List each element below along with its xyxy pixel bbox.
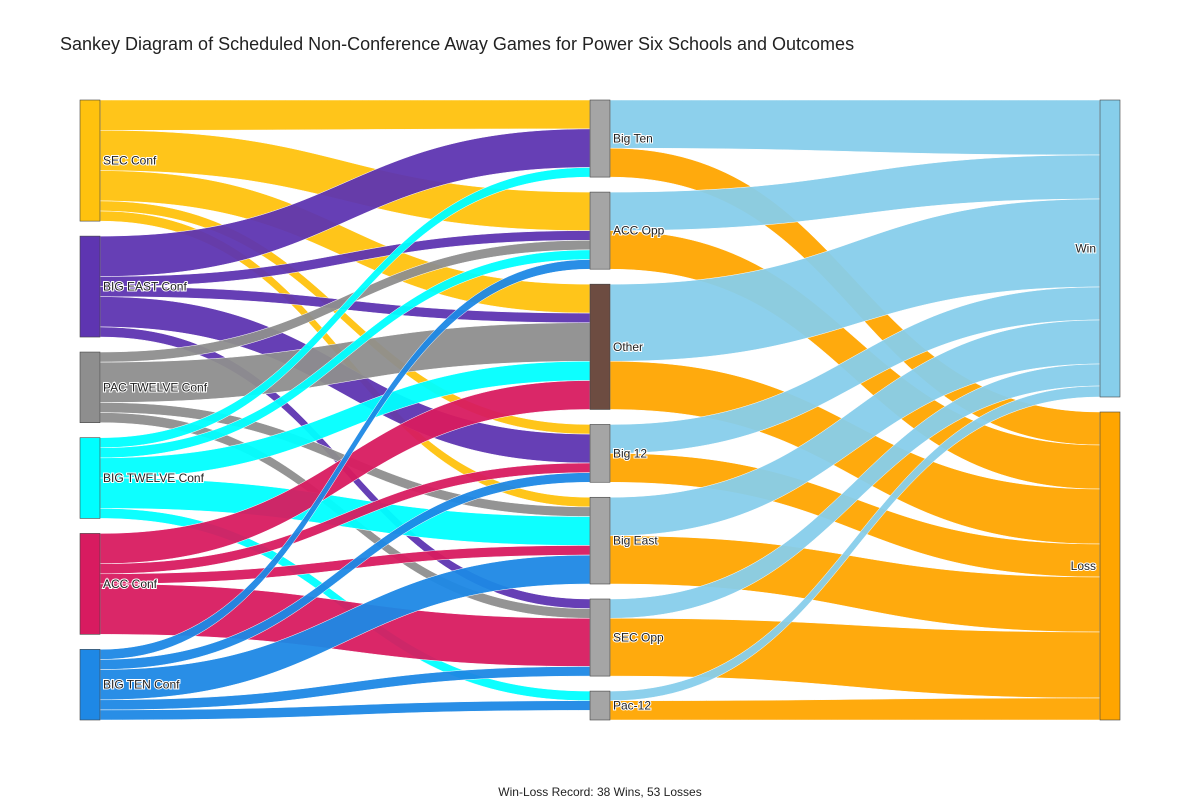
node-label-bigeastopp: Big East (613, 534, 658, 548)
node-label-secopp: SEC Opp (613, 631, 664, 645)
node-label-big12: Big 12 (613, 446, 647, 460)
flow-sec-to-bigten (99, 99, 591, 131)
node-label-bigeast: BIG EAST Conf (103, 280, 187, 294)
win-loss-footer: Win-Loss Record: 38 Wins, 53 Losses (498, 785, 702, 799)
labels-layer: SEC Conf BIG EAST Conf PAC TWELVE Conf BIG … (102, 131, 1097, 714)
nodes-layer (79, 99, 1121, 721)
node-loss (1099, 411, 1121, 721)
node-label-bigten: Big Ten (613, 132, 653, 146)
node-label-big10c: BIG TEN Conf (103, 678, 180, 692)
links-layer (99, 99, 1101, 721)
node-label-win: Win (1075, 242, 1096, 256)
node-win (1099, 99, 1121, 398)
node-bigten (589, 99, 611, 178)
node-pac (79, 351, 101, 423)
node-label-pac12: Pac-12 (613, 699, 651, 713)
node-acc (79, 533, 101, 635)
node-big12 (589, 424, 611, 483)
node-label-pac: PAC TWELVE Conf (103, 380, 208, 394)
node-big10c (79, 649, 101, 721)
flow-bigten-to-win (609, 99, 1101, 156)
node-label-accopp: ACC Opp (613, 224, 665, 238)
node-label-acc: ACC Conf (103, 577, 158, 591)
node-bigeastopp (589, 496, 611, 585)
flow-pac12-to-loss (609, 697, 1101, 721)
node-label-sec: SEC Conf (103, 154, 157, 168)
node-big12c (79, 437, 101, 519)
node-sec (79, 99, 101, 222)
node-secopp (589, 598, 611, 677)
node-bigeast (79, 235, 101, 338)
node-label-other: Other (613, 340, 643, 354)
node-pac12 (589, 690, 611, 721)
node-label-loss: Loss (1071, 559, 1096, 573)
chart-title: Sankey Diagram of Scheduled Non-Conferen… (60, 34, 855, 54)
node-label-big12c: BIG TWELVE Conf (103, 471, 205, 485)
node-other (589, 283, 611, 410)
node-accopp (589, 191, 611, 270)
